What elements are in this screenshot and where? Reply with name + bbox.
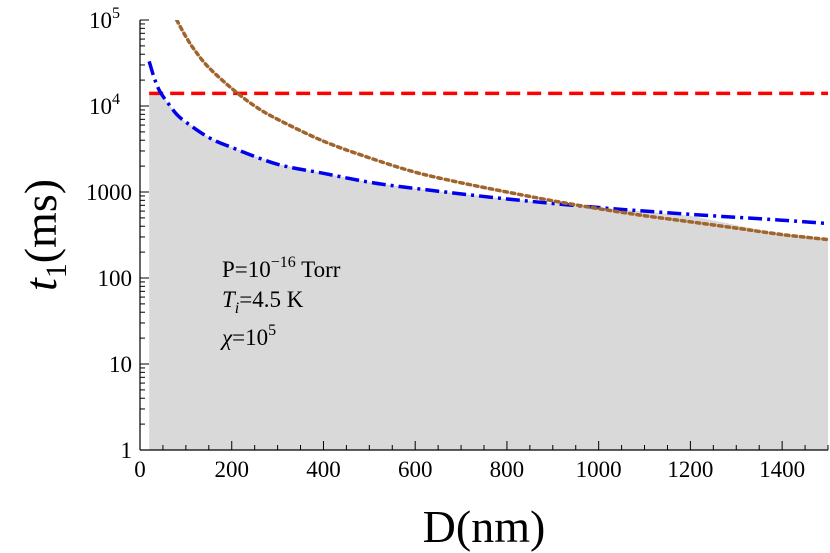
ticks: 0 200 400 600 800 1000 1200 1400 1 10 100 1000 104 10… [86,5,829,482]
series-layer [147,20,828,242]
x-tick-label: 800 [490,457,525,482]
y-tick-label: 104 [89,91,120,119]
annotations: P=10−16 Torr Ti=4.5 K χ=105 [220,254,341,350]
x-axis-title: D(nm) [423,501,546,552]
x-tick-label: 1200 [667,457,713,482]
y-tick-label: 100 [98,266,133,291]
series-line-2 [147,60,828,226]
annotation-1: P=10−16 Torr [222,254,341,282]
y-tick-label: 1 [121,438,133,463]
x-tick-label: 1400 [759,457,805,482]
y-tick-label: 1000 [86,180,132,205]
shaded-region [149,93,828,450]
y-tick-label: 105 [89,5,120,33]
y-axis-title: t1(ms) [15,179,73,291]
series-line-3 [174,20,828,242]
x-tick-label: 400 [306,457,341,482]
shaded-region-layer [149,93,828,450]
x-tick-label: 1000 [576,457,622,482]
y-tick-label: 10 [109,352,132,377]
axis-titles: D(nm) t1(ms) [15,179,545,552]
annotation-3: χ=105 [220,322,276,350]
x-tick-label: 600 [398,457,433,482]
x-tick-label: 0 [134,457,146,482]
annotation-2: Ti=4.5 K [222,287,304,317]
x-tick-label: 200 [214,457,249,482]
